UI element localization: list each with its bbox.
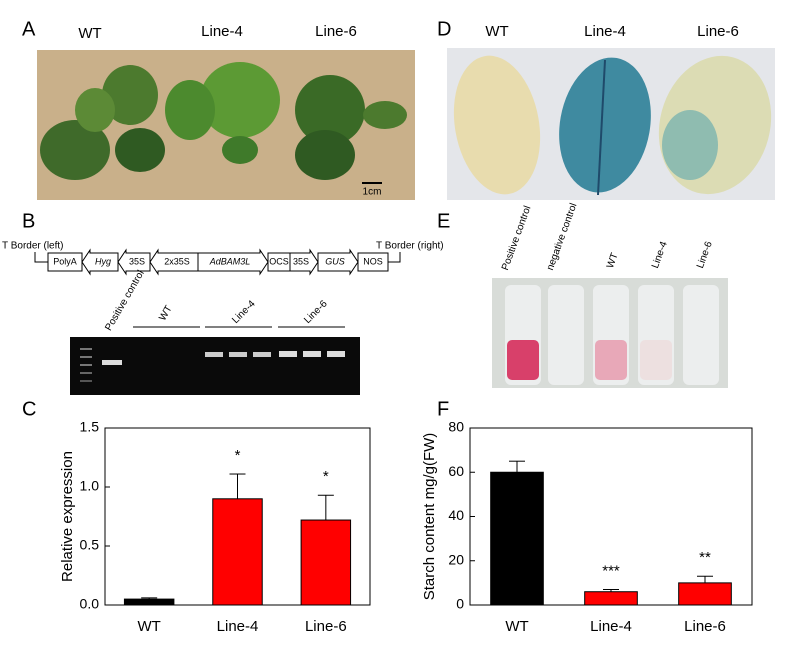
construct-element: [289, 248, 319, 276]
tube-label: Line-6: [695, 240, 715, 270]
panel-letter: F: [437, 398, 449, 420]
significance-label: *: [323, 468, 329, 485]
x-tick-label: Line-4: [217, 618, 259, 635]
bar: [212, 498, 263, 606]
bar: [300, 519, 352, 606]
x-tick-label: Line-4: [590, 618, 632, 635]
significance-label: *: [235, 447, 241, 464]
panel-letter: E: [437, 210, 450, 232]
border-label: T Border (right): [376, 241, 444, 252]
y-tick-label: 0: [456, 596, 464, 612]
gel-label: WT: [157, 304, 174, 323]
plant-photo: 1cm: [37, 50, 415, 200]
construct-element: [197, 248, 269, 276]
y-tick-label: 60: [448, 463, 464, 479]
construct-label: 35S: [293, 256, 309, 266]
photo-label: Line-4: [584, 23, 626, 40]
photo-label: Line-6: [315, 23, 357, 40]
x-tick-label: WT: [138, 618, 161, 635]
bar: [490, 471, 544, 606]
construct-label: PolyA: [53, 256, 77, 266]
gel-label: Positive control: [103, 269, 146, 333]
construct-element: [357, 252, 389, 272]
y-tick-label: 0.0: [80, 596, 100, 612]
border-label: T Border (left): [2, 241, 64, 252]
panel-letter: D: [437, 18, 451, 40]
photo-label: Line-6: [697, 23, 739, 40]
tube-photo: [492, 278, 728, 388]
photo-label: WT: [485, 23, 508, 40]
x-tick-label: WT: [505, 618, 528, 635]
y-axis-label: Starch content mg/g(FW): [421, 433, 438, 601]
photo-label: Line-4: [201, 23, 243, 40]
construct-label: AdBAM3L: [209, 256, 251, 266]
gel-label: Line-6: [302, 298, 330, 326]
construct-label: GUS: [325, 256, 345, 266]
panel-letter: C: [22, 398, 36, 420]
x-tick-label: Line-6: [305, 618, 347, 635]
tube-label: Line-4: [650, 240, 670, 270]
construct-label: Hyg: [95, 256, 111, 266]
y-tick-label: 80: [448, 419, 464, 435]
gel: [70, 326, 360, 395]
construct-label: NOS: [363, 256, 383, 266]
significance-label: ***: [602, 562, 620, 579]
bar: [584, 591, 638, 606]
construct-element: [317, 248, 359, 276]
panel-letter: B: [22, 210, 35, 232]
y-tick-label: 20: [448, 551, 464, 567]
construct-label: OCS: [269, 256, 289, 266]
bar: [123, 598, 175, 606]
construct-element: [47, 252, 83, 272]
y-axis-label: Relative expression: [59, 451, 76, 582]
y-tick-label: 40: [448, 507, 464, 523]
photo-label: WT: [78, 25, 101, 42]
construct-label: 2x35S: [164, 256, 190, 266]
bar: [678, 582, 732, 606]
tube-label: Positive control: [500, 204, 534, 271]
y-tick-label: 0.5: [80, 537, 100, 553]
leaf-photo: [447, 48, 775, 200]
gel-label: Line-4: [230, 298, 258, 326]
y-tick-label: 1.5: [80, 419, 100, 435]
x-tick-label: Line-6: [684, 618, 726, 635]
tube-label: negative control: [545, 202, 579, 272]
construct-label: 35S: [129, 256, 145, 266]
tube-label: WT: [605, 252, 621, 270]
panel-letter: A: [22, 18, 36, 40]
construct-map: PolyA Hyg 35S 2x35S AdBAM3L OCS 35S GUS NOS: [34, 248, 401, 276]
significance-label: **: [699, 549, 711, 566]
scale-label: 1cm: [363, 187, 382, 198]
y-tick-label: 1.0: [80, 478, 100, 494]
